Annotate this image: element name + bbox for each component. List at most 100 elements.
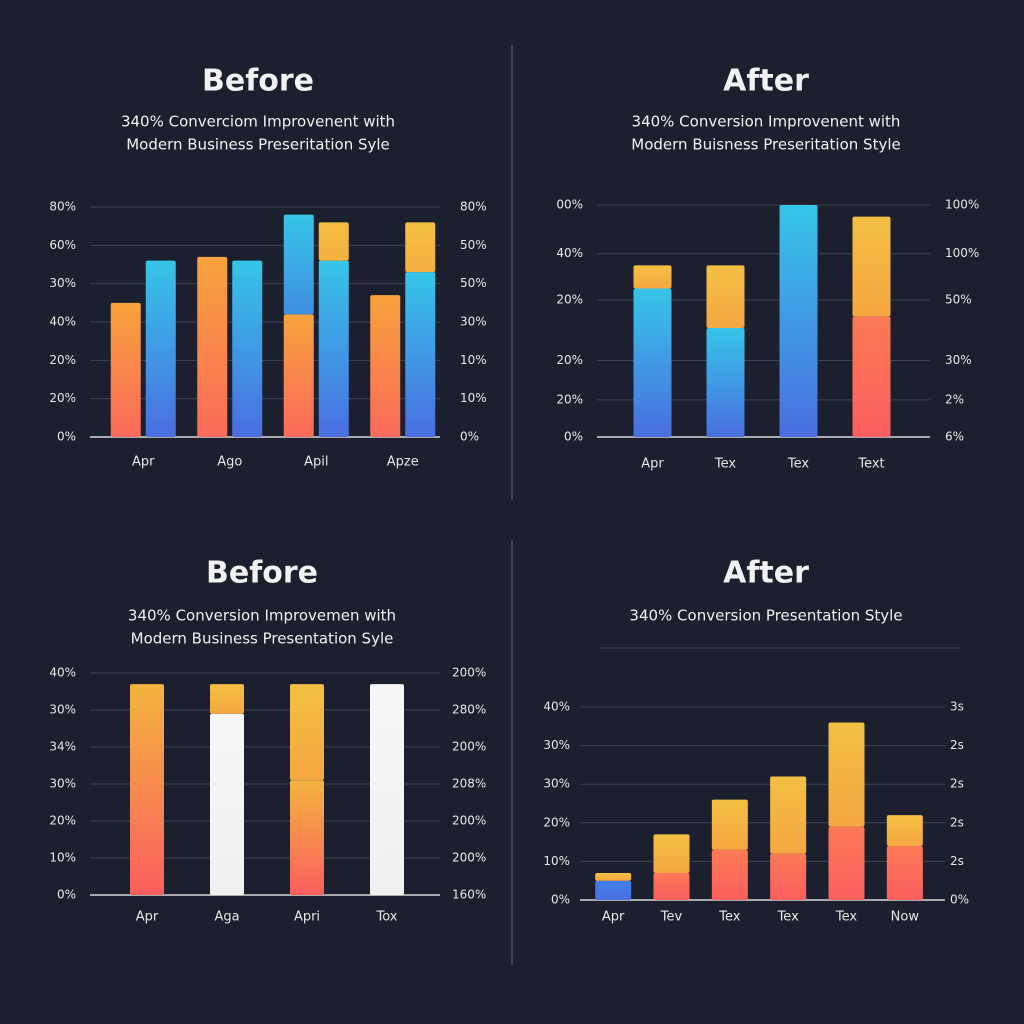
x-tick-label: Tex xyxy=(787,457,810,472)
y2-tick-label: 2% xyxy=(945,392,964,406)
bar xyxy=(130,684,164,895)
y2-tick-label: 160% xyxy=(452,888,486,902)
y-tick-label: 40% xyxy=(556,246,583,260)
y-tick-label: 20% xyxy=(556,293,583,307)
y-tick-label: 20% xyxy=(49,353,76,367)
bar xyxy=(711,799,748,850)
bar xyxy=(770,853,807,900)
x-tick-label: Tex xyxy=(777,910,800,925)
y2-tick-label: 30% xyxy=(460,315,487,329)
x-tick-label: Text xyxy=(857,457,884,472)
y-tick-label: 0% xyxy=(57,888,76,902)
bar xyxy=(145,260,176,437)
chart-subtitle: 340% Converciom Improvenent with xyxy=(121,113,395,131)
y2-tick-label: 50% xyxy=(460,276,487,290)
y-tick-label: 20% xyxy=(556,353,583,367)
chart-title: After xyxy=(723,556,809,591)
y2-tick-label: 3s xyxy=(950,700,964,714)
chart-subtitle: 340% Conversion Presentation Style xyxy=(629,607,902,625)
chart-title: Before xyxy=(202,64,314,99)
bar xyxy=(595,872,632,881)
y-tick-label: 80% xyxy=(49,200,76,214)
bar xyxy=(318,260,349,437)
chart-subtitle: 340% Conversion Improvenent with xyxy=(632,113,901,131)
y-tick-label: 40% xyxy=(49,666,76,680)
bar xyxy=(197,256,228,437)
bar xyxy=(595,880,632,900)
y2-tick-label: 30% xyxy=(945,353,972,367)
x-tick-label: Apr xyxy=(641,457,664,472)
y2-tick-label: 80% xyxy=(460,200,487,214)
chart-subtitle: Modern Business Presentation Syle xyxy=(131,630,394,648)
bar xyxy=(283,214,314,315)
x-tick-label: Tev xyxy=(660,910,683,925)
x-tick-label: Apri xyxy=(294,910,320,925)
bar xyxy=(706,327,745,437)
x-tick-label: Apil xyxy=(304,455,328,470)
y2-tick-label: 6% xyxy=(945,430,964,444)
y-tick-label: 0% xyxy=(564,430,583,444)
bar xyxy=(405,272,436,437)
y2-tick-label: 10% xyxy=(460,391,487,405)
x-tick-label: Tex xyxy=(714,457,737,472)
x-tick-label: Tex xyxy=(718,910,741,925)
bar xyxy=(852,216,891,317)
chart-subtitle: 340% Conversion Improvemen with xyxy=(128,607,396,625)
bar xyxy=(290,684,324,781)
y2-tick-label: 2s xyxy=(950,854,964,868)
y2-tick-label: 2s xyxy=(950,777,964,791)
bar xyxy=(653,834,690,873)
bar xyxy=(318,222,349,261)
y-tick-label: 40% xyxy=(49,315,76,329)
y2-tick-label: 200% xyxy=(452,851,486,865)
bar xyxy=(828,826,865,900)
y2-tick-label: 100% xyxy=(945,246,979,260)
bar xyxy=(633,288,672,437)
x-tick-label: Ago xyxy=(217,455,242,470)
bar xyxy=(852,316,891,437)
y-tick-label: 20% xyxy=(49,814,76,828)
x-tick-label: Tex xyxy=(835,910,858,925)
x-tick-label: Apr xyxy=(136,910,159,925)
y-tick-label: 60% xyxy=(49,238,76,252)
bar xyxy=(653,872,690,900)
bar xyxy=(886,845,923,900)
y2-tick-label: 200% xyxy=(452,740,486,754)
y2-tick-label: 200% xyxy=(452,666,486,680)
y-tick-label: 30% xyxy=(49,703,76,717)
y2-tick-label: 50% xyxy=(945,293,972,307)
bar xyxy=(370,684,404,895)
y2-tick-label: 0% xyxy=(460,430,479,444)
bar xyxy=(770,776,807,854)
y-tick-label: 00% xyxy=(556,198,583,212)
y-tick-label: 30% xyxy=(49,777,76,791)
bar xyxy=(290,780,324,895)
y-tick-label: 40% xyxy=(543,700,570,714)
y-tick-label: 0% xyxy=(551,893,570,907)
y2-tick-label: 200% xyxy=(452,814,486,828)
y2-tick-label: 2s xyxy=(950,815,964,829)
bar xyxy=(370,295,401,437)
x-tick-label: Tox xyxy=(376,910,398,925)
y2-tick-label: 280% xyxy=(452,703,486,717)
y-tick-label: 20% xyxy=(556,392,583,406)
bar xyxy=(232,260,263,437)
y-tick-label: 10% xyxy=(49,851,76,865)
y-tick-label: 34% xyxy=(49,740,76,754)
chart-title: After xyxy=(723,64,809,99)
y-tick-label: 0% xyxy=(57,430,76,444)
y-tick-label: 30% xyxy=(543,738,570,752)
bar xyxy=(633,265,672,289)
y2-tick-label: 0% xyxy=(950,893,969,907)
bar xyxy=(110,302,141,437)
chart-subtitle: Modern Buisness Preseritation Style xyxy=(631,136,900,154)
y-tick-label: 30% xyxy=(49,276,76,290)
x-tick-label: Apze xyxy=(387,455,419,470)
bar xyxy=(283,314,314,437)
y2-tick-label: 50% xyxy=(460,238,487,252)
y2-tick-label: 2s xyxy=(950,738,964,752)
y2-tick-label: 208% xyxy=(452,777,486,791)
y2-tick-label: 10% xyxy=(460,353,487,367)
